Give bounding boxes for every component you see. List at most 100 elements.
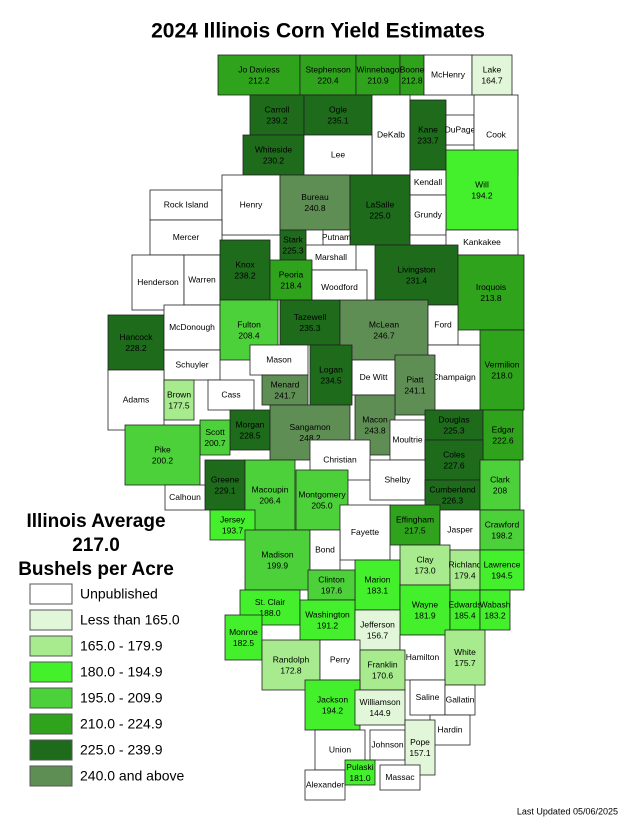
county [163,349,221,381]
county-name: Pike [154,444,171,454]
county-value: 170.6 [372,670,394,680]
legend-label: 225.0 - 239.9 [80,742,163,758]
county-value: 188.0 [259,608,281,618]
title: 2024 Illinois Corn Yield Estimates [151,20,485,43]
county [303,134,373,176]
county [163,379,195,421]
county-name: Washington [305,609,350,619]
county [303,94,373,136]
legend-swatch [29,635,73,657]
county-name: Marion [365,574,391,584]
county-name: Lee [331,149,345,159]
county-value: 191.2 [317,620,339,630]
county-name: LaSalle [366,199,395,209]
county-name: Peoria [279,269,304,279]
legend-label: 165.0 - 179.9 [80,638,163,654]
county-name: Edgar [492,424,515,434]
county [339,504,391,561]
county-name: Alexander [306,779,344,789]
county-name: Cook [486,129,507,139]
county-value: 218.4 [280,280,302,290]
county [309,344,353,406]
county-value: 208.4 [238,330,260,340]
county-name: Tazewell [294,312,327,322]
county-value: 218.0 [491,370,513,380]
county-value: 157.1 [409,748,431,758]
county [479,459,521,511]
county-value: 194.2 [471,190,493,200]
county-value: 235.1 [327,115,349,125]
county-name: Vermilion [485,359,520,369]
legend-swatch [29,583,73,605]
county-value: 222.6 [492,435,514,445]
county-value: 212.2 [248,75,270,85]
county-value: 183.2 [484,610,506,620]
county [449,549,481,591]
county [131,254,185,311]
county-name: De Witt [360,372,389,382]
county [479,589,511,631]
county-name: Macoupin [252,484,289,494]
county-name: Kankakee [463,237,501,247]
county-name: Fulton [237,319,261,329]
county [204,459,246,511]
county [107,369,165,431]
county [479,549,525,591]
county-name: Randolph [273,654,310,664]
county-name: Whiteside [255,144,293,154]
county-name: Sangamon [289,422,330,432]
county [423,54,473,96]
county-value: 179.4 [454,570,476,580]
county-name: Shelby [385,474,412,484]
county-name: Ford [434,319,452,329]
county [445,229,519,256]
county [299,54,357,96]
county [344,759,376,786]
county-name: Mason [266,354,292,364]
county-value: 210.9 [367,75,389,85]
legend-swatch [29,713,73,735]
county [304,769,346,801]
average-value: 217.0 [72,535,120,556]
county-value: 175.7 [454,658,476,668]
county [244,529,311,591]
legend-label: 210.0 - 224.9 [80,716,163,732]
county-value: 193.7 [222,525,244,535]
county-name: Champaign [432,372,476,382]
county-value: 200.2 [152,455,174,465]
county-name: Effingham [396,514,434,524]
county-value: 235.3 [299,323,321,333]
county-name: Jefferson [360,619,395,629]
county [217,54,301,96]
county-value: 229.1 [214,485,236,495]
county-name: White [454,647,476,657]
county-value: 238.2 [234,270,256,280]
county-name: Clinton [318,574,345,584]
county-value: 208 [493,485,507,495]
county-value: 199.9 [267,560,289,570]
county-name: Coles [443,449,465,459]
county [311,269,368,306]
legend-label: 195.0 - 209.9 [80,690,163,706]
county-name: Ogle [329,104,347,114]
county-value: 246.7 [373,330,395,340]
county-value: 241.1 [404,385,426,395]
county [305,244,357,271]
county-value: 226.3 [442,495,464,505]
county-name: Jasper [447,524,473,534]
county [261,374,309,406]
legend-label: Less than 165.0 [80,612,180,628]
county-name: Morgan [236,419,265,429]
county-value: 213.8 [480,293,502,303]
county [479,509,525,551]
county-name: Saline [416,692,440,702]
county-name: Richland [448,559,481,569]
county-value: 239.2 [266,115,288,125]
county-value: 228.5 [239,430,261,440]
county-value: 228.2 [125,343,147,353]
county-name: Lake [483,64,502,74]
county-name: Jackson [317,694,348,704]
county-name: Jo Daviess [238,64,280,74]
legend: Unpublished Less than 165.0 165.0 - 179.9 1… [29,583,185,787]
county-name: Knox [235,259,255,269]
